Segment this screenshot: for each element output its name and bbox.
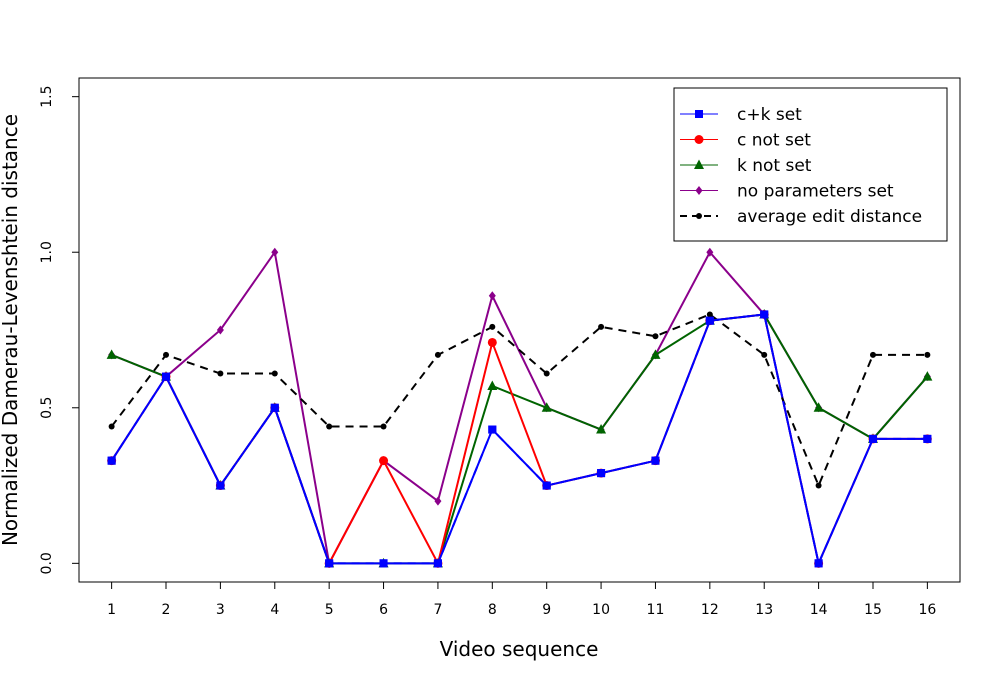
y-tick-label: 1.5 [39, 86, 55, 108]
x-axis-title: Video sequence [440, 637, 599, 661]
data-point-c-k-set [216, 481, 225, 490]
data-point-c-k-set [379, 559, 388, 568]
series-line-no-parameters-set [111, 249, 929, 567]
x-tick-label: 9 [542, 602, 551, 618]
data-point-c-k-set [814, 559, 823, 568]
data-point-average-edit-distance [271, 370, 278, 377]
data-point-c-not-set [379, 456, 389, 466]
legend-item-c-k-set: c+k set [680, 105, 802, 125]
data-point-c-k-set [270, 403, 279, 412]
data-point-average-edit-distance [543, 370, 550, 377]
data-point-average-edit-distance [869, 351, 876, 358]
data-point-no-parameters-set [706, 247, 714, 257]
series-layer [106, 247, 933, 568]
legend-item-k-not-set: k not set [680, 156, 812, 176]
y-axis-title: Normalized Damerau-Levenshtein distance [0, 114, 22, 546]
y-tick-label: 1.0 [39, 241, 55, 263]
x-tick-label: 15 [864, 602, 882, 618]
x-tick-label: 7 [433, 602, 442, 618]
legend-label: k not set [737, 156, 812, 176]
legend-marker [695, 186, 703, 195]
series-c-not-set [107, 309, 932, 568]
x-tick-label: 2 [162, 602, 171, 618]
data-point-average-edit-distance [652, 333, 659, 340]
data-point-average-edit-distance [217, 370, 224, 377]
x-tick-label: 10 [592, 602, 610, 618]
x-tick-label: 6 [379, 602, 388, 618]
x-tick-label: 8 [488, 602, 497, 618]
legend-marker [694, 159, 704, 169]
data-point-k-not-set [922, 371, 933, 381]
x-tick-label: 1 [107, 602, 116, 618]
data-point-c-k-set [488, 425, 497, 434]
data-point-c-k-set [868, 434, 877, 443]
data-point-average-edit-distance [434, 351, 441, 358]
series-markers-top [107, 310, 932, 568]
series-line-c-k-set [110, 313, 928, 567]
legend-box [673, 87, 948, 242]
legend-item-average-edit-distance: average edit distance [680, 207, 922, 227]
data-point-c-k-set [651, 456, 660, 465]
data-point-c-k-set [325, 559, 334, 568]
legend-item-no-parameters-set: no parameters set [680, 182, 894, 202]
x-tick-label: 14 [810, 602, 828, 618]
legend-label: no parameters set [737, 182, 894, 202]
series-k-not-set [106, 308, 933, 568]
series-line-average-edit-distance [110, 313, 928, 489]
data-point-average-edit-distance [489, 323, 496, 330]
data-point-k-not-set [487, 380, 498, 390]
data-point-c-k-set [107, 456, 116, 465]
y-tick-label: 0.0 [39, 552, 55, 574]
data-point-k-not-set [813, 402, 824, 412]
data-point-average-edit-distance [815, 482, 822, 489]
data-point-average-edit-distance [163, 351, 170, 358]
data-point-average-edit-distance [108, 423, 115, 430]
legend-item-c-not-set: c not set [680, 131, 811, 151]
data-point-no-parameters-set [434, 496, 442, 506]
legend-label: c+k set [737, 105, 802, 125]
x-tick-label: 11 [647, 602, 665, 618]
data-point-k-not-set [596, 424, 607, 434]
legend-label: average edit distance [737, 207, 922, 227]
x-tick-label: 3 [216, 602, 225, 618]
x-axis: 1 2 3 4 5 6 7 8 9 10 11 12 13 14 15 16 [107, 582, 936, 618]
x-tick-label: 13 [755, 602, 773, 618]
data-point-average-edit-distance [380, 423, 387, 430]
data-point-c-k-set [760, 310, 769, 319]
data-point-c-k-set [705, 316, 714, 325]
data-point-k-not-set [541, 402, 552, 412]
data-point-c-k-set [597, 469, 606, 478]
data-point-average-edit-distance [598, 323, 605, 330]
y-tick-label: 0.5 [39, 397, 55, 419]
series-average-edit-distance [108, 311, 931, 489]
x-tick-label: 4 [270, 602, 279, 618]
data-point-k-not-set [650, 349, 661, 359]
data-point-c-k-set [923, 434, 932, 443]
x-tick-label: 16 [918, 602, 936, 618]
data-point-k-not-set [106, 349, 117, 359]
x-tick-label: 12 [701, 602, 719, 618]
data-point-average-edit-distance [706, 311, 713, 318]
data-point-no-parameters-set [216, 325, 224, 335]
x-tick-label: 5 [325, 602, 334, 618]
legend-marker [696, 213, 702, 219]
data-point-average-edit-distance [924, 351, 931, 358]
legend-marker [695, 110, 703, 118]
data-point-average-edit-distance [326, 423, 333, 430]
legend: c+k set c not set k not set no parameters s… [673, 87, 948, 242]
series-no-parameters-set [108, 247, 931, 568]
data-point-no-parameters-set [488, 291, 496, 301]
plot-frame [78, 77, 961, 583]
series-c-k-set [110, 313, 928, 567]
data-point-c-not-set [487, 337, 497, 347]
data-point-c-k-set [162, 372, 171, 381]
data-point-average-edit-distance [761, 351, 768, 358]
data-point-c-k-set [542, 481, 551, 490]
legend-marker [694, 135, 704, 144]
data-point-no-parameters-set [271, 247, 279, 257]
data-point-c-k-set [433, 559, 442, 568]
legend-label: c not set [737, 131, 811, 151]
y-axis: 0.0 0.5 1.0 1.5 [39, 86, 79, 574]
